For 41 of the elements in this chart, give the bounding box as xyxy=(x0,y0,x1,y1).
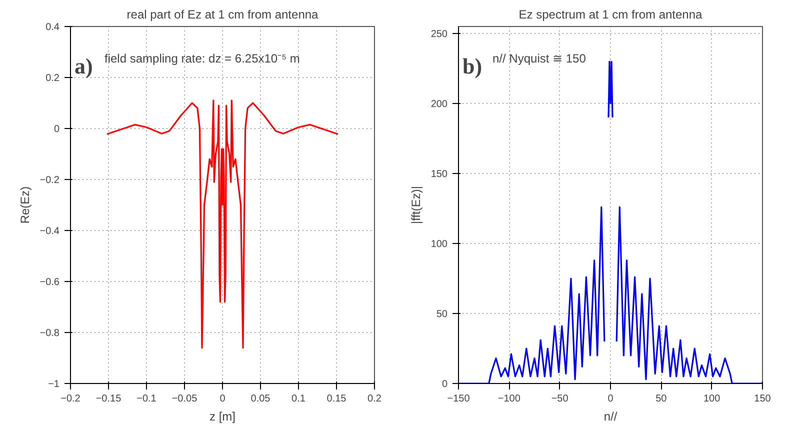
y-tick-label: −0.6 xyxy=(40,277,60,288)
y-tick-label: 0 xyxy=(442,379,448,390)
x-tick-label: 0.2 xyxy=(368,394,382,404)
x-axis-title: z [m] xyxy=(210,410,236,424)
x-tick-label: 100 xyxy=(703,394,721,404)
y-tick-label: 0 xyxy=(54,124,60,135)
x-tick-label: 0.05 xyxy=(250,394,271,404)
x-tick-label: −150 xyxy=(447,394,470,404)
y-tick-label: −1 xyxy=(48,379,60,390)
x-tick-label: −0.1 xyxy=(136,394,157,404)
y-axis-title: Re(Ez) xyxy=(18,186,32,224)
x-tick-label: 50 xyxy=(656,394,668,404)
annotation: field sampling rate: dz = 6.25x10⁻⁵ m xyxy=(104,52,300,66)
x-tick-label: −100 xyxy=(498,394,521,404)
chart-title: Ez spectrum at 1 cm from antenna xyxy=(518,8,703,22)
y-tick-label: −0.4 xyxy=(40,226,60,237)
y-tick-label: 50 xyxy=(436,309,448,320)
annotation: a) xyxy=(74,54,93,78)
x-tick-label: 0 xyxy=(608,394,614,404)
x-tick-label: −0.05 xyxy=(172,394,198,404)
y-tick-label: −0.2 xyxy=(40,175,60,186)
line-series xyxy=(106,100,339,349)
x-tick-label: −50 xyxy=(551,394,569,404)
annotation: n// Nyquist ≅ 150 xyxy=(492,52,586,66)
x-tick-label: −0.15 xyxy=(96,394,122,404)
x-tick-label: −0.2 xyxy=(60,394,81,404)
x-axis-title: n// xyxy=(604,410,618,424)
y-tick-label: 0.4 xyxy=(46,22,60,33)
x-tick-label: 0.1 xyxy=(292,394,306,404)
y-axis-title: |fft(Ez)| xyxy=(408,186,423,224)
x-tick-label: 150 xyxy=(754,394,772,404)
y-tick-label: 250 xyxy=(430,29,448,40)
y-tick-label: 0.2 xyxy=(46,73,60,84)
y-tick-label: 100 xyxy=(430,239,448,250)
y-tick-label: 150 xyxy=(430,169,448,180)
y-tick-label: −0.8 xyxy=(40,328,60,339)
y-tick-label: 200 xyxy=(430,99,448,110)
x-tick-label: 0 xyxy=(220,394,226,404)
chart-title: real part of Ez at 1 cm from antenna xyxy=(126,8,319,22)
annotation: b) xyxy=(462,54,482,78)
x-tick-label: 0.15 xyxy=(326,394,347,404)
